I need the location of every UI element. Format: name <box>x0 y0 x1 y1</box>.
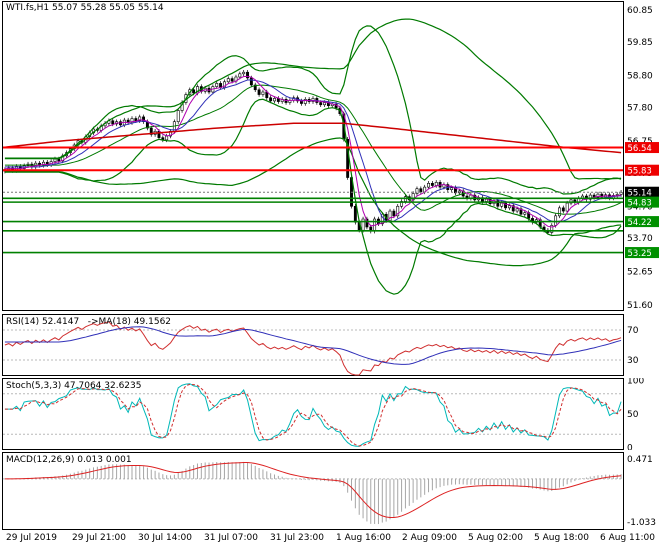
macd-indicator-label: MACD(12,26,9) 0.013 0.001 <box>6 455 132 465</box>
price-axis: 60.8559.8558.8057.8056.7555.7554.7053.70… <box>625 6 659 311</box>
chart-title: WTI.fs,H1 55.07 55.28 55.05 55.14 <box>6 3 164 13</box>
macd-canvas[interactable]: 0.471 -1.033 <box>0 452 660 530</box>
price-label-text: 54.83 <box>628 199 652 209</box>
time-label: 30 Jul 14:00 <box>138 533 192 543</box>
price-tick-label: 58.80 <box>627 71 653 81</box>
main-chart-panel[interactable]: WTI.fs,H1 55.07 55.28 55.05 55.14 60.85 5… <box>0 0 660 312</box>
price-label-box <box>625 247 659 259</box>
price-label-text: 55.83 <box>628 167 652 177</box>
price-label-box <box>625 164 659 176</box>
indicator-axis: 70 30 <box>627 326 639 366</box>
main-plot-border <box>2 1 624 311</box>
price-tick-label: 59.85 <box>627 38 653 48</box>
time-axis[interactable]: 29 Jul 2019 29 Jul 21:00 30 Jul 14:00 31 Ju… <box>0 531 660 549</box>
price-label-text: 56.54 <box>628 144 652 154</box>
moving-averages-layer <box>4 75 622 228</box>
price-label-text: 55.14 <box>628 189 652 199</box>
time-label: 2 Aug 09:00 <box>402 533 457 543</box>
price-tick-label: 52.65 <box>627 268 653 278</box>
price-tick-label: 56.75 <box>627 137 653 147</box>
price-label-box <box>625 142 659 154</box>
price-label-box <box>625 216 659 228</box>
horizontal-lines-layer <box>3 146 623 254</box>
indicator-tick-label: 30 <box>627 356 639 366</box>
time-label: 29 Jul 2019 <box>6 533 57 543</box>
time-label: 31 Jul 23:00 <box>270 533 324 543</box>
indicator-axis: 0.471 -1.033 <box>627 455 656 528</box>
indicator-tick-label: -1.033 <box>627 518 656 528</box>
macd-panel[interactable]: MACD(12,26,9) 0.013 0.001 0.471 -1.033 <box>0 452 660 530</box>
price-label-box <box>625 196 659 208</box>
time-label: 29 Jul 21:00 <box>72 533 126 543</box>
time-label: 5 Aug 02:00 <box>468 533 523 543</box>
stochastic-canvas[interactable]: 100 50 0 <box>0 378 660 450</box>
indicator-tick-label: 50 <box>627 410 639 420</box>
price-tick-label: 51.60 <box>627 301 653 311</box>
rsi-canvas[interactable]: 70 30 <box>0 314 660 376</box>
price-label-box <box>625 186 659 198</box>
rsi-indicator-label: RSI(14) 52.4147 ->MA(18) 49.1562 <box>6 317 172 327</box>
panel-border <box>2 378 624 450</box>
price-tick-label: 53.70 <box>627 234 653 244</box>
time-label: 31 Jul 07:00 <box>204 533 258 543</box>
panel-border <box>2 452 624 530</box>
stochastic-panel[interactable]: Stoch(5,3,3) 47.7064 32.6235 100 50 0 <box>0 378 660 450</box>
price-tick-label: 57.80 <box>627 103 653 113</box>
indicator-tick-label: 100 <box>627 378 644 386</box>
time-label: 1 Aug 16:00 <box>336 533 391 543</box>
red-ma-line <box>4 122 622 154</box>
price-chart-canvas[interactable]: 60.8559.8558.8057.8056.7555.7554.7053.70… <box>0 0 660 312</box>
price-label-text: 54.22 <box>628 218 652 228</box>
indicator-tick-label: 70 <box>627 326 639 336</box>
rsi-ma-line <box>4 326 622 365</box>
rsi-panel[interactable]: RSI(14) 52.4147 ->MA(18) 49.1562 70 30 <box>0 314 660 376</box>
time-label: 6 Aug 11:00 <box>600 533 655 543</box>
indicator-tick-label: 0 <box>627 444 633 450</box>
price-tick-label: 60.85 <box>627 6 653 16</box>
indicator-tick-label: 0.471 <box>627 455 653 465</box>
time-label: 5 Aug 18:00 <box>534 533 589 543</box>
macd-signal-line <box>4 462 622 518</box>
price-label-text: 53.25 <box>628 249 652 259</box>
stoch-signal-line <box>4 383 622 447</box>
panel-border <box>2 314 624 376</box>
indicator-axis: 100 50 0 <box>627 378 644 450</box>
stochastic-indicator-label: Stoch(5,3,3) 47.7064 32.6235 <box>6 381 142 391</box>
